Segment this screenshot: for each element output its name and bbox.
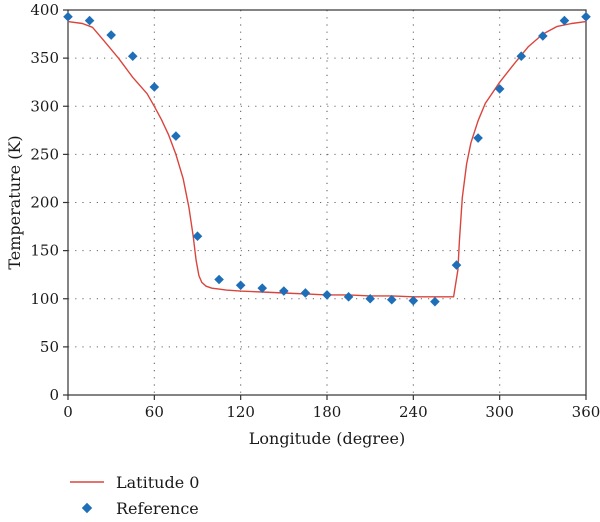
reference-point xyxy=(171,131,181,141)
y-tick-label: 150 xyxy=(30,242,59,260)
y-tick-label: 0 xyxy=(49,386,59,404)
y-tick-label: 250 xyxy=(30,145,59,163)
legend-diamond-swatch xyxy=(81,502,93,514)
grid xyxy=(68,10,586,395)
reference-point xyxy=(235,280,246,291)
reference-point xyxy=(430,296,440,307)
y-tick-label: 350 xyxy=(30,49,59,67)
y-tick-label: 300 xyxy=(30,97,59,115)
reference-point xyxy=(127,51,138,61)
reference-point xyxy=(516,51,527,61)
reference-point xyxy=(559,15,570,26)
reference-point xyxy=(408,295,419,306)
series-line-latitude-0 xyxy=(67,20,587,298)
y-axis-label: Temperature (K) xyxy=(5,135,24,269)
legend: Latitude 0 Reference xyxy=(70,473,199,518)
reference-point xyxy=(386,294,397,305)
reference-point xyxy=(322,290,332,300)
reference-point xyxy=(192,231,203,241)
series xyxy=(63,11,591,307)
x-tick-label: 180 xyxy=(313,403,342,421)
reference-point xyxy=(494,84,505,94)
y-tick-label: 100 xyxy=(30,290,59,308)
reference-point xyxy=(581,11,591,22)
reference-point xyxy=(279,286,289,296)
reference-point xyxy=(300,288,311,298)
x-tick-label: 360 xyxy=(572,403,600,421)
reference-point xyxy=(538,31,548,41)
reference-point xyxy=(365,293,375,304)
reference-point xyxy=(473,133,483,143)
reference-point xyxy=(106,30,116,40)
x-tick-label: 240 xyxy=(399,403,428,421)
y-tick-label: 200 xyxy=(30,194,59,212)
reference-point xyxy=(149,82,160,92)
x-tick-label: 0 xyxy=(63,403,73,421)
y-tick-label: 400 xyxy=(30,1,59,19)
axis-ticks: 0 60 120 180 240 300 360 0 50 100 150 200 250 300 350 4… xyxy=(30,1,600,421)
reference-point xyxy=(63,11,73,22)
reference-point xyxy=(343,292,354,302)
reference-point xyxy=(257,283,268,293)
reference-point xyxy=(451,260,462,270)
x-tick-label: 300 xyxy=(485,403,514,421)
reference-point xyxy=(214,274,224,285)
legend-label-line: Latitude 0 xyxy=(116,473,199,492)
y-tick-label: 50 xyxy=(40,338,59,356)
x-tick-label: 120 xyxy=(226,403,255,421)
reference-point xyxy=(84,15,95,26)
legend-label-reference: Reference xyxy=(116,499,199,518)
x-axis-label: Longitude (degree) xyxy=(249,429,405,448)
x-tick-label: 60 xyxy=(145,403,164,421)
